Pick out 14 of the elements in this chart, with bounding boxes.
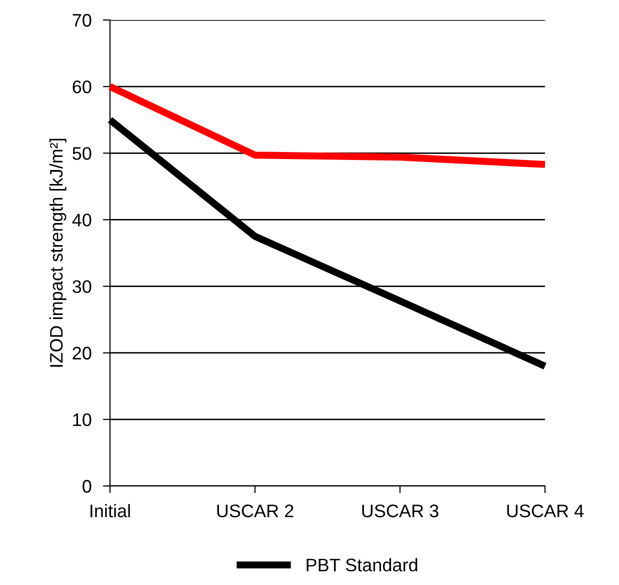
y-tick-label: 70 <box>72 14 92 27</box>
y-tick-label: 60 <box>72 80 92 94</box>
y-axis-title: IZOD impact strength [kJ/m²] <box>49 138 66 367</box>
y-tick-label: 20 <box>72 346 92 360</box>
x-tick-label: USCAR 3 <box>362 504 438 518</box>
legend-label: PBT Standard <box>306 558 418 572</box>
y-tick-label: 0 <box>82 480 92 493</box>
x-tick-label: USCAR 4 <box>507 504 584 518</box>
x-tick-label: USCAR 2 <box>217 504 294 518</box>
x-tick-label: Initial <box>90 504 130 518</box>
y-tick-label: 10 <box>73 413 92 426</box>
y-tick-label: 30 <box>72 280 92 294</box>
y-tick-label: 40 <box>72 214 92 226</box>
y-tick-label: 50 <box>72 147 92 160</box>
